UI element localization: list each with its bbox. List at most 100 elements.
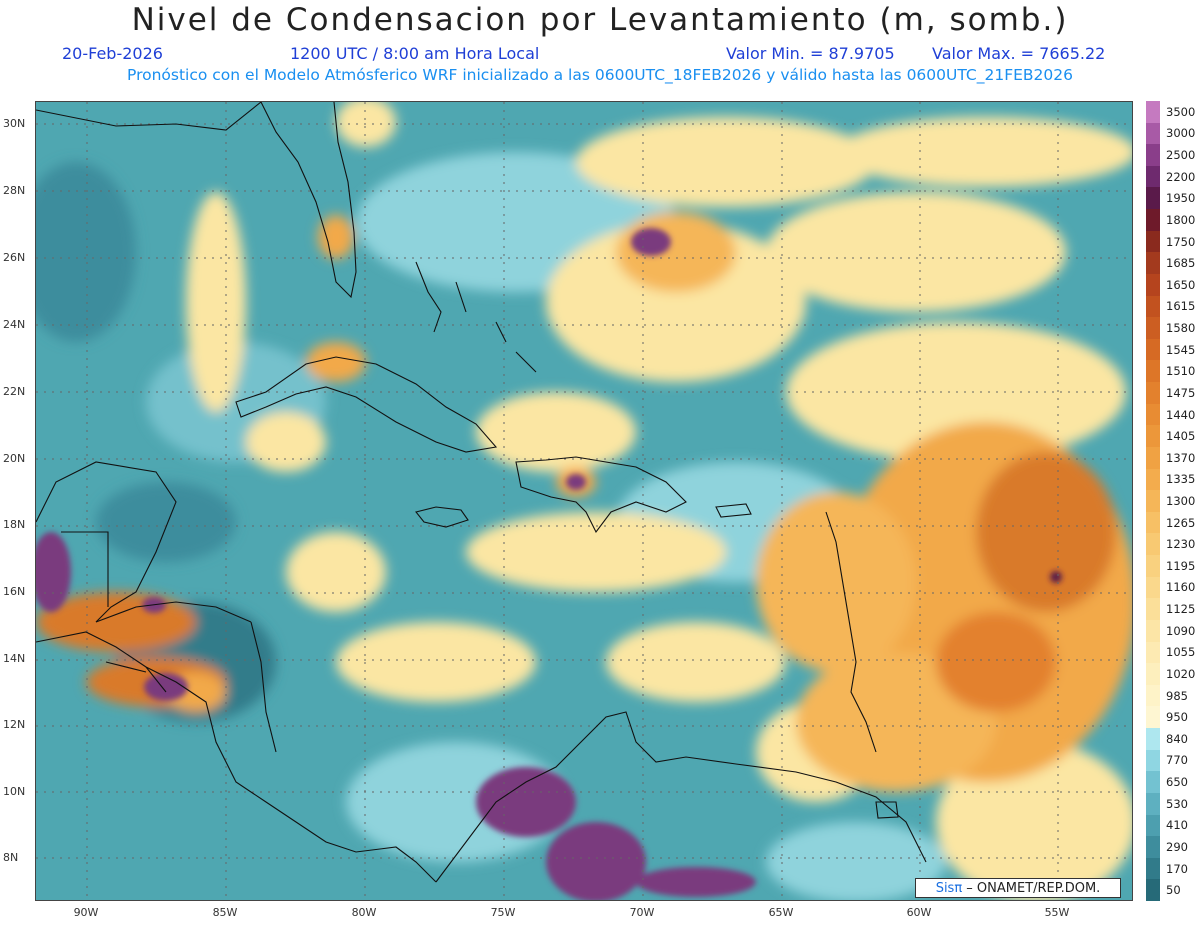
lat-label: 30N (3, 117, 26, 130)
colorbar-label: 770 (1166, 753, 1188, 768)
lon-label: 55W (1044, 906, 1070, 919)
yucatan (36, 461, 177, 623)
jamaica (415, 506, 469, 528)
lon-label: 90W (73, 906, 99, 919)
trinidad (875, 801, 899, 819)
lat-label: 28N (3, 184, 26, 197)
colorbar-label: 1475 (1166, 385, 1196, 400)
puerto-rico (715, 503, 752, 518)
colorbar-swatch (1146, 598, 1160, 621)
map-title: Nivel de Condensacion por Levantamiento … (131, 2, 1069, 38)
colorbar-label: 1020 (1166, 666, 1196, 681)
colorbar-swatch (1146, 511, 1160, 534)
colorbar-label: 50 (1166, 883, 1181, 898)
lat-label: 10N (3, 785, 26, 798)
lat-label: 18N (3, 518, 26, 531)
colorbar-label: 3500 (1166, 104, 1196, 119)
florida (260, 102, 357, 299)
colorbar-swatch (1146, 446, 1160, 470)
valid-time: 1200 UTC / 8:00 am Hora Local (290, 44, 540, 63)
lesser-antilles (825, 511, 877, 753)
colorbar-swatch (1146, 663, 1160, 686)
colorbar-swatch (1146, 382, 1160, 405)
bahamas (415, 261, 537, 373)
lat-label: 22N (3, 385, 26, 398)
colorbar-label: 410 (1166, 818, 1188, 833)
colorbar-swatch (1146, 814, 1160, 837)
credit-box: Sisπ – ONAMET/REP.DOM. (915, 878, 1121, 898)
lon-label: 80W (351, 906, 377, 919)
colorbar-swatch (1146, 144, 1160, 167)
colorbar (1146, 101, 1160, 902)
colorbar-label: 1160 (1166, 580, 1196, 595)
lat-label: 16N (3, 585, 26, 598)
colorbar-label: 3000 (1166, 126, 1196, 141)
colorbar-swatch (1146, 360, 1160, 383)
colorbar-label: 1750 (1166, 234, 1196, 249)
colorbar-swatch (1146, 425, 1160, 448)
lat-label: 12N (3, 718, 26, 731)
colorbar-swatch (1146, 468, 1160, 491)
lat-label: 20N (3, 452, 26, 465)
cuba (235, 356, 498, 453)
colorbar-label: 290 (1166, 839, 1188, 854)
colorbar-swatch (1146, 576, 1160, 599)
forecast-map[interactable] (35, 101, 1133, 901)
central-america (36, 631, 437, 883)
colorbar-swatch (1146, 749, 1160, 772)
graticule (36, 102, 1132, 900)
lat-label: 24N (3, 318, 26, 331)
colorbar-swatch (1146, 792, 1160, 815)
hispaniola (515, 456, 687, 534)
colorbar-label: 170 (1166, 861, 1188, 876)
colorbar-swatch (1146, 641, 1160, 664)
colorbar-swatch (1146, 771, 1160, 794)
colorbar-label: 530 (1166, 796, 1188, 811)
lon-label: 60W (906, 906, 932, 919)
colorbar-swatch (1146, 101, 1160, 124)
value-min: Valor Min. = 87.9705 (726, 44, 895, 63)
colorbar-swatch (1146, 209, 1160, 232)
credit-text: – ONAMET/REP.DOM. (962, 881, 1101, 896)
colorbar-label: 1650 (1166, 277, 1196, 292)
lat-label: 14N (3, 652, 26, 665)
colorbar-swatch (1146, 533, 1160, 556)
colorbar-label: 1685 (1166, 256, 1196, 271)
colorbar-label: 1230 (1166, 537, 1196, 552)
colorbar-swatch (1146, 187, 1160, 210)
lon-label: 65W (768, 906, 794, 919)
colorbar-label: 1090 (1166, 623, 1196, 638)
colorbar-swatch (1146, 555, 1160, 578)
colorbar-swatch (1146, 490, 1160, 513)
colorbar-label: 1300 (1166, 494, 1196, 508)
colorbar-swatch (1146, 230, 1160, 253)
colorbar-swatch (1146, 252, 1160, 275)
colorbar-label: 650 (1166, 775, 1188, 790)
value-max: Valor Max. = 7665.22 (932, 44, 1106, 63)
colorbar-label: 1405 (1166, 429, 1196, 444)
gulf-coast (36, 102, 262, 131)
colorbar-label: 1370 (1166, 450, 1196, 465)
colorbar-swatch (1146, 728, 1160, 751)
colorbar-label: 1950 (1166, 191, 1196, 206)
colorbar-swatch (1146, 684, 1160, 707)
valid-date: 20-Feb-2026 (62, 44, 163, 63)
colorbar-label: 1055 (1166, 645, 1196, 660)
colorbar-swatch (1146, 836, 1160, 859)
colorbar-label: 1125 (1166, 602, 1196, 617)
colorbar-label: 1615 (1166, 299, 1196, 314)
colorbar-swatch (1146, 403, 1160, 426)
colorbar-label: 1440 (1166, 407, 1196, 422)
colorbar-label: 2200 (1166, 169, 1196, 184)
colorbar-swatch (1146, 165, 1160, 188)
forecast-note: Pronóstico con el Modelo Atmósferico WRF… (127, 66, 1073, 84)
colorbar-label: 1335 (1166, 472, 1196, 487)
colorbar-label: 1545 (1166, 342, 1196, 357)
honduras-coast (95, 601, 252, 623)
lcl-high-values (36, 228, 1062, 900)
lon-label: 85W (212, 906, 238, 919)
colorbar-label: 840 (1166, 731, 1188, 746)
colorbar-swatch (1146, 338, 1160, 361)
colorbar-swatch (1146, 879, 1160, 902)
lat-label: 26N (3, 251, 26, 264)
